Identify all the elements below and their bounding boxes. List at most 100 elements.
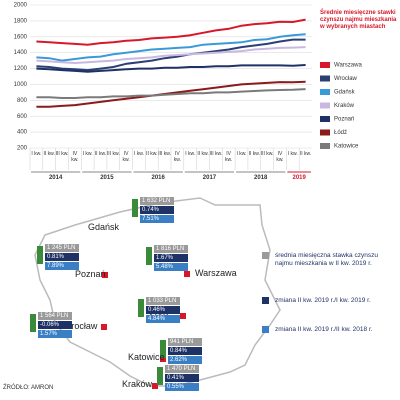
- line: [36, 46, 306, 65]
- price-box: 1 245 PLN: [45, 244, 79, 252]
- change-qq-box: 1.67%: [154, 254, 188, 262]
- line: [36, 33, 306, 62]
- legend-label: Wrocław: [334, 76, 358, 82]
- price-icon: [37, 246, 43, 264]
- price-box: 1 470 PLN: [165, 365, 199, 373]
- city-name: Kraków: [122, 379, 153, 389]
- price-box: 1 632 PLN: [140, 197, 174, 205]
- legend-label: Łódź: [334, 130, 347, 136]
- price-box: 1 816 PLN: [154, 245, 188, 253]
- city-marker: [160, 356, 166, 362]
- x-tick-label: II kw.: [299, 151, 312, 157]
- city-name: Gdańsk: [88, 222, 120, 232]
- x-tick-label: III kw.: [55, 151, 69, 157]
- change-yy-box: 7.89%: [45, 262, 79, 270]
- change-qq-box: 0.84%: [168, 347, 202, 355]
- legend-swatch: [320, 102, 330, 109]
- legend-swatch: [320, 129, 330, 136]
- city-marker: [101, 324, 107, 330]
- change-yy-box: 2.62%: [168, 356, 202, 364]
- year-label: 2015: [100, 175, 114, 181]
- year-label: 2014: [48, 175, 63, 181]
- change-yy-box: 0.55%: [165, 383, 199, 391]
- price-box: 1 564 PLN: [38, 312, 72, 320]
- y-tick-label: 1400: [14, 50, 28, 56]
- city-name: Wrocław: [63, 321, 98, 331]
- price-icon: [30, 314, 36, 332]
- line: [36, 64, 306, 73]
- change-yy-box: 5.48%: [154, 263, 188, 271]
- x-tick-label: III kw.: [209, 151, 223, 157]
- y-tick-label: 1800: [14, 18, 28, 24]
- legend-swatch: [320, 75, 330, 82]
- change-qq-box: 0.41%: [165, 374, 199, 382]
- x-tick-label: IV kw.: [225, 151, 233, 163]
- city-name: Warszawa: [195, 268, 237, 278]
- x-tick-label: II kw.: [94, 151, 107, 157]
- map-legend-label: zmiana II kw. 2019 r./I kw. 2019 r.: [275, 297, 371, 304]
- source: ŹRÓDŁO: AMRON: [3, 385, 54, 391]
- year-label: 2019: [292, 175, 306, 181]
- legend-swatch: [320, 62, 330, 68]
- price-icon: [138, 299, 144, 317]
- x-tick-label: I kw.: [236, 151, 247, 157]
- city-marker: [102, 272, 108, 278]
- city-marker: [152, 383, 158, 389]
- city-name: Łódź: [150, 309, 170, 319]
- map-legend-label: średnia miesięczna stawka czynszu najmu …: [275, 252, 378, 267]
- x-tick-label: III kw.: [158, 151, 171, 157]
- y-tick-label: 1600: [14, 34, 28, 40]
- city-marker: [180, 313, 186, 319]
- year-label: 2016: [151, 175, 165, 181]
- legend-label: Katowice: [334, 144, 359, 150]
- price-box: 941 PLN: [168, 338, 202, 346]
- map-legend-swatch: [262, 297, 269, 304]
- city-marker: [184, 271, 190, 277]
- change-qq-box: 0.74%: [140, 206, 174, 214]
- map-legend-label: zmiana II kw. 2019 r./II kw. 2018 r.: [275, 326, 373, 333]
- price-icon: [160, 340, 166, 358]
- legend-label: Kraków: [334, 103, 355, 109]
- x-tick-label: I kw.: [82, 151, 93, 157]
- x-tick-label: IV kw.: [173, 151, 182, 163]
- y-tick-label: 2000: [14, 3, 28, 9]
- line: [36, 88, 306, 99]
- y-tick-label: 400: [17, 130, 28, 136]
- price-icon: [157, 367, 163, 385]
- legend-label: Poznań: [334, 117, 354, 123]
- x-tick-label: II kw.: [146, 151, 158, 157]
- change-yy-box: 1.57%: [38, 330, 72, 338]
- line: [36, 18, 306, 46]
- y-tick-label: 1200: [14, 66, 28, 72]
- price-box: 1 033 PLN: [146, 297, 180, 305]
- legend-swatch: [320, 116, 330, 122]
- x-tick-label: II kw.: [43, 151, 55, 157]
- legend-label: Warszawa: [334, 63, 362, 69]
- change-qq-box: 0.46%: [146, 306, 180, 314]
- y-tick-label: 800: [17, 98, 28, 104]
- legend-title: Średnie miesięczne stawki czynszu najmu …: [320, 10, 397, 30]
- change-qq-box: -0.06%: [38, 321, 72, 329]
- line: [36, 38, 306, 72]
- line: [36, 80, 306, 108]
- city-name: Poznań: [75, 269, 106, 279]
- x-tick-label: IV kw.: [122, 151, 130, 163]
- year-label: 2017: [202, 175, 217, 181]
- x-tick-label: II kw.: [197, 151, 209, 157]
- legend-label: Gdańsk: [334, 90, 356, 96]
- change-yy-box: 4.84%: [146, 315, 180, 323]
- change-qq-box: 0.81%: [45, 253, 79, 261]
- x-tick-label: I kw.: [31, 151, 42, 157]
- x-tick-label: IV kw.: [71, 151, 79, 163]
- x-tick-label: IV kw.: [276, 151, 284, 163]
- x-tick-label: I kw.: [133, 151, 144, 157]
- y-tick-label: 600: [17, 114, 28, 120]
- year-label: 2018: [254, 175, 268, 181]
- map-legend-swatch: [262, 326, 269, 333]
- y-tick-label: 1000: [14, 82, 28, 88]
- x-tick-label: II kw.: [248, 151, 261, 157]
- map-legend-swatch: [262, 252, 269, 259]
- x-tick-label: I kw.: [185, 151, 196, 157]
